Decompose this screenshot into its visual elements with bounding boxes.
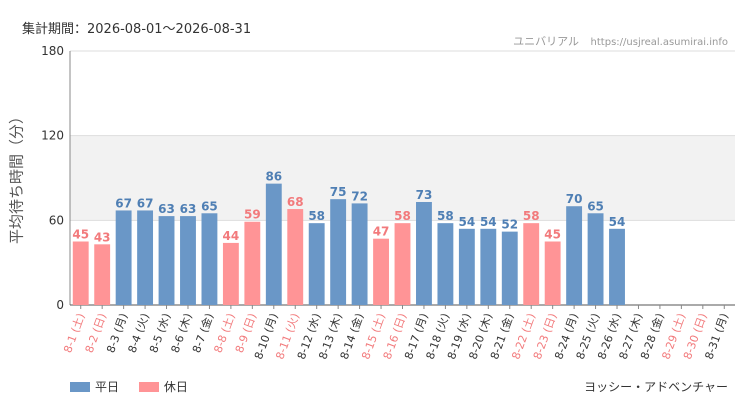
- data-label: 45: [544, 228, 561, 242]
- legend-swatch-weekday: [70, 381, 90, 392]
- data-label: 65: [587, 199, 604, 213]
- y-tick-label: 120: [41, 129, 64, 143]
- bar: [330, 199, 347, 305]
- site-name: ユニバリアル: [513, 35, 580, 48]
- data-label: 58: [437, 209, 454, 223]
- data-label: 58: [394, 209, 411, 223]
- bar: [244, 221, 261, 305]
- data-label: 58: [308, 209, 325, 223]
- data-label: 67: [115, 196, 132, 210]
- data-label: 54: [609, 215, 626, 229]
- bar: [180, 216, 196, 305]
- data-label: 44: [223, 229, 240, 243]
- attraction-name: ヨッシー・アドベンチャー: [584, 380, 728, 394]
- bar: [351, 203, 368, 305]
- bar: [480, 228, 497, 305]
- bar: [416, 201, 432, 305]
- data-label: 54: [480, 215, 497, 229]
- data-label: 75: [330, 185, 347, 199]
- data-label: 63: [158, 202, 175, 216]
- data-label: 72: [351, 189, 368, 203]
- bar: [287, 209, 304, 305]
- data-label: 63: [180, 202, 197, 216]
- bar: [501, 231, 518, 305]
- bar: [437, 223, 454, 305]
- bar: [394, 223, 411, 305]
- legend-swatch-holiday: [138, 381, 159, 392]
- bar: [222, 242, 239, 305]
- data-label: 67: [137, 196, 154, 210]
- data-label: 43: [94, 230, 111, 244]
- bar: [458, 228, 475, 305]
- bar: [609, 228, 625, 305]
- bar: [308, 223, 325, 305]
- data-label: 70: [566, 192, 583, 206]
- bar: [72, 241, 89, 305]
- data-label: 65: [201, 199, 218, 213]
- legend-item-holiday: 休日: [138, 378, 188, 395]
- y-tick-label: 60: [49, 213, 64, 227]
- bar: [201, 213, 218, 305]
- bar: [544, 241, 561, 305]
- bar: [265, 183, 282, 305]
- legend: 平日 休日: [70, 378, 204, 395]
- site-url: https://usjreal.asumirai.info: [590, 37, 728, 48]
- data-label: 47: [373, 225, 390, 239]
- legend-label-weekday: 平日: [95, 380, 120, 394]
- data-label: 52: [501, 218, 518, 232]
- y-tick-label: 180: [41, 44, 64, 58]
- site-credit: ユニバリアル https://usjreal.asumirai.info: [513, 33, 728, 49]
- bar: [94, 244, 111, 305]
- bar: [158, 216, 175, 305]
- bar: [523, 223, 540, 305]
- bar: [115, 210, 132, 305]
- shaded-band: [70, 135, 735, 221]
- data-label: 86: [265, 170, 282, 184]
- data-label: 54: [459, 215, 476, 229]
- y-tick-label: 0: [56, 298, 64, 312]
- data-label: 59: [244, 208, 261, 222]
- data-label: 58: [523, 209, 540, 223]
- bar: [373, 238, 389, 305]
- bar: [587, 213, 604, 305]
- period-label: 集計期間：2026-08-01〜2026-08-31: [22, 22, 252, 37]
- legend-item-weekday: 平日: [70, 378, 119, 395]
- bar: [566, 206, 583, 305]
- data-label: 73: [416, 188, 433, 202]
- data-label: 68: [287, 195, 304, 209]
- legend-label-holiday: 休日: [163, 380, 188, 394]
- bar: [137, 210, 154, 305]
- data-label: 45: [72, 228, 89, 242]
